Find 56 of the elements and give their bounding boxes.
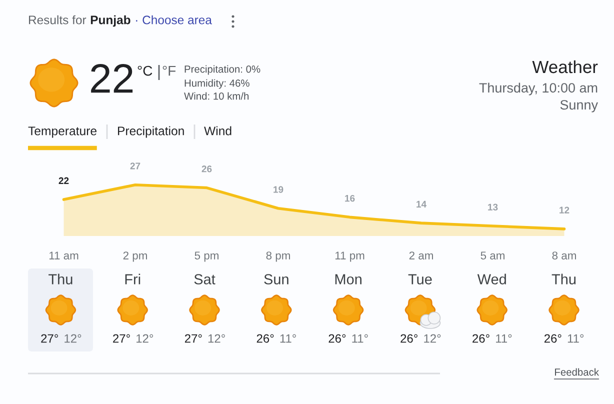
x-tick-label: 11 am [49, 252, 78, 260]
text: 11° [496, 334, 512, 343]
text: 27° [41, 334, 58, 343]
data-label: 22 [58, 177, 69, 184]
text: Wind: 10 km/h [184, 92, 249, 100]
text: 26° [400, 334, 418, 343]
text: 22 [91, 64, 133, 93]
text: 26° [256, 334, 274, 343]
text: Fri [125, 274, 140, 284]
text: °C [138, 66, 152, 76]
text: 11° [352, 334, 368, 343]
text: Sunny [560, 100, 598, 112]
x-tick-label: 5 am [480, 252, 504, 260]
text: °F [162, 66, 176, 76]
text: 26° [472, 334, 490, 343]
text: Temperature [28, 126, 96, 138]
text: Precipitation [118, 126, 184, 138]
text: 26° [328, 334, 346, 343]
x-tick-label: 2 pm [123, 252, 147, 262]
text: · Choose area [136, 15, 212, 24]
text: 12° [136, 334, 154, 343]
text: Wind [204, 126, 232, 136]
data-label: 14 [416, 200, 426, 208]
chart-title: Weather [532, 60, 598, 74]
text: Mon [335, 274, 362, 284]
text: Sun [264, 274, 288, 284]
text: Tue [408, 274, 432, 284]
text: 27° [113, 334, 130, 343]
x-tick-label: 5 pm [194, 252, 218, 262]
data-label: 13 [488, 204, 498, 211]
x-tick-label: 8 pm [266, 252, 290, 262]
data-label: 16 [345, 194, 355, 202]
text: 11° [568, 334, 584, 343]
x-tick-label: 11 pm [335, 252, 364, 262]
x-tick-label: 8 am [552, 252, 576, 260]
text: 11° [280, 334, 296, 343]
text: Sat [194, 274, 216, 284]
text: Punjab [90, 15, 130, 27]
text: 12° [64, 334, 82, 343]
data-label: 19 [274, 186, 284, 193]
data-label: 12 [560, 206, 570, 214]
text: Thu [552, 274, 576, 284]
data-label: 26 [202, 166, 212, 172]
x-tick-label: 2 am [409, 252, 433, 260]
text: 26° [544, 334, 562, 343]
text: 27° [184, 334, 202, 343]
text: 12° [424, 334, 441, 343]
text: Humidity: 46% [184, 79, 250, 89]
text: Precipitation: 0% [184, 65, 260, 75]
chart-subtitle: Thursday, 10:00 am [479, 82, 598, 96]
text: Results for [29, 15, 86, 24]
text: Feedback [555, 368, 600, 376]
text: Wed [477, 274, 506, 284]
text: Thu [48, 274, 72, 284]
text: 12° [208, 334, 225, 343]
data-label: 27 [130, 162, 140, 170]
